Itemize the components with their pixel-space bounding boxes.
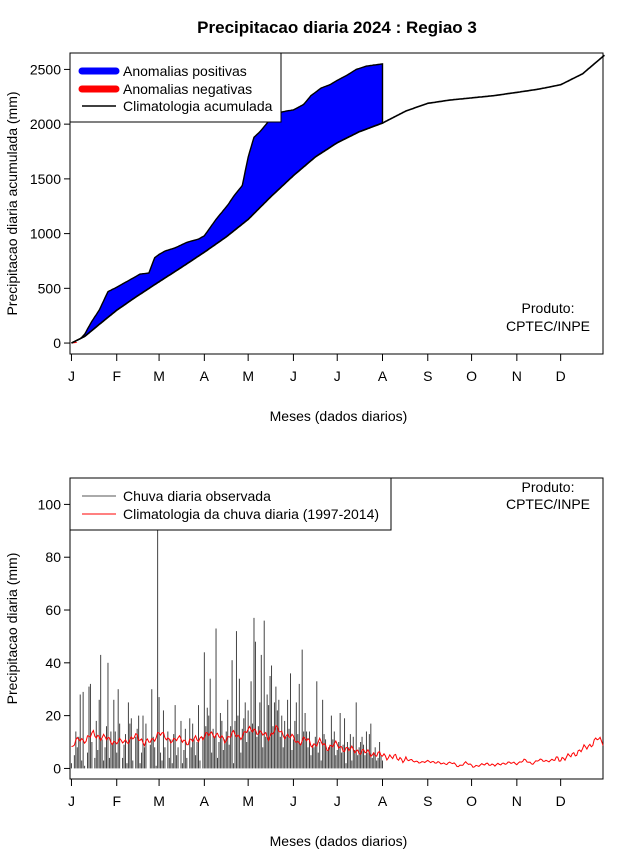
product-note-line: Produto: bbox=[522, 300, 575, 316]
product-note-line: Produto: bbox=[522, 479, 575, 495]
x-tick-label: S bbox=[423, 368, 432, 384]
product-note-line: CPTEC/INPE bbox=[506, 496, 590, 512]
x-tick-label: J bbox=[334, 793, 341, 809]
x-tick-label: A bbox=[200, 368, 210, 384]
x-tick-label: D bbox=[556, 368, 566, 384]
legend-label: Anomalias negativas bbox=[123, 81, 252, 97]
product-note-line: CPTEC/INPE bbox=[506, 318, 590, 334]
y-tick-label: 1500 bbox=[30, 171, 61, 187]
y-tick-label: 20 bbox=[45, 708, 61, 724]
chart-title: Precipitacao diaria 2024 : Regiao 3 bbox=[197, 18, 477, 37]
legend-box bbox=[69, 477, 392, 531]
observed-bars bbox=[70, 478, 383, 769]
x-tick-label: M bbox=[242, 368, 254, 384]
x-tick-label: O bbox=[466, 368, 477, 384]
x-tick-label: J bbox=[290, 793, 297, 809]
y-tick-label: 2500 bbox=[30, 61, 61, 77]
x-tick-label: J bbox=[290, 368, 297, 384]
x-tick-label: N bbox=[512, 368, 522, 384]
x-tick-label: N bbox=[512, 793, 522, 809]
x-tick-label: A bbox=[378, 793, 388, 809]
y-tick-label: 60 bbox=[45, 602, 61, 618]
y-tick-label: 0 bbox=[53, 335, 61, 351]
x-tick-label: J bbox=[334, 368, 341, 384]
y-tick-label: 80 bbox=[45, 549, 61, 565]
x-tick-label: J bbox=[68, 793, 75, 809]
legend: Anomalias positivas Anomalias negativasCl… bbox=[69, 52, 282, 123]
legend: Chuva diaria observada Climatologia da ch… bbox=[69, 477, 392, 531]
x-axis-title: Meses (dados diarios) bbox=[270, 833, 408, 849]
y-tick-label: 40 bbox=[45, 655, 61, 671]
x-tick-label: O bbox=[466, 793, 477, 809]
legend-label: Climatologia da chuva diaria (1997-2014) bbox=[123, 506, 379, 522]
x-tick-label: A bbox=[378, 368, 388, 384]
legend-label: Climatologia acumulada bbox=[123, 98, 273, 114]
x-tick-label: F bbox=[112, 793, 121, 809]
climatology-daily-line bbox=[71, 724, 604, 768]
daily-panel: 0 20 40 60 80 100 J F M A M J J A S O N D Meses (dados dia… bbox=[4, 477, 604, 849]
legend-label: Chuva diaria observada bbox=[123, 488, 271, 504]
x-tick-label: M bbox=[153, 368, 165, 384]
x-tick-label: J bbox=[68, 368, 75, 384]
x-tick-label: F bbox=[112, 368, 121, 384]
y-tick-label: 100 bbox=[38, 496, 62, 512]
legend-label: Anomalias positivas bbox=[123, 63, 247, 79]
y-tick-label: 0 bbox=[53, 760, 61, 776]
x-tick-label: A bbox=[200, 793, 210, 809]
x-tick-label: M bbox=[242, 793, 254, 809]
y-axis-title: Precipitacao diaria acumulada (mm) bbox=[4, 91, 20, 315]
x-tick-label: S bbox=[423, 793, 432, 809]
y-tick-label: 500 bbox=[38, 280, 62, 296]
x-axis-title: Meses (dados diarios) bbox=[270, 408, 408, 424]
x-tick-label: M bbox=[153, 793, 165, 809]
x-tick-label: D bbox=[556, 793, 566, 809]
cumulative-panel: 0 500 1000 1500 2000 2500 J F M A M J J A S O N D Meses (d… bbox=[4, 52, 605, 424]
climatology-cumulative-line bbox=[71, 54, 605, 344]
y-axis-title: Precipitacao diaria (mm) bbox=[4, 553, 20, 705]
y-tick-label: 2000 bbox=[30, 116, 61, 132]
y-tick-label: 1000 bbox=[30, 226, 61, 242]
